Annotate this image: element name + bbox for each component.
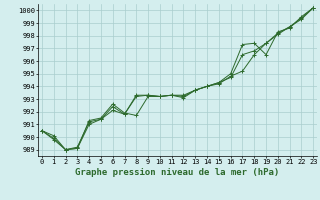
X-axis label: Graphe pression niveau de la mer (hPa): Graphe pression niveau de la mer (hPa) xyxy=(76,168,280,177)
